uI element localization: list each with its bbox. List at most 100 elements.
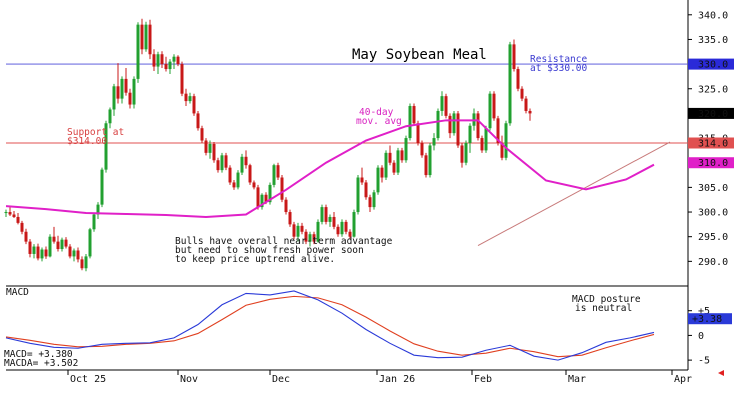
macd-annotation-line2: is neutral: [575, 303, 632, 314]
candle-up: [464, 143, 468, 163]
candle-up: [4, 212, 8, 214]
candle-up: [108, 109, 112, 124]
candle-down: [348, 231, 352, 237]
candle-down: [160, 54, 164, 65]
candle-up: [96, 204, 100, 215]
price-tick-label: 295.0: [698, 232, 728, 243]
candle-up: [104, 123, 108, 170]
annotation-line-2: but need to show fresh power soon: [175, 245, 364, 256]
candle-up: [220, 155, 224, 171]
candle-up: [504, 123, 508, 158]
candle-up: [316, 221, 320, 242]
candle-up: [92, 214, 96, 230]
candle-up: [308, 234, 312, 242]
candle-down: [524, 98, 528, 111]
candle-down: [492, 93, 496, 119]
candle-up: [428, 145, 432, 176]
candle-down: [164, 64, 168, 70]
candle-up: [120, 78, 124, 99]
macd-tick-label: 0: [698, 331, 704, 342]
macd-panel-label: MACD: [6, 287, 29, 298]
candle-down: [216, 160, 220, 171]
candle-down: [252, 182, 256, 188]
candle-down: [500, 143, 504, 158]
candle-down: [204, 140, 208, 153]
support-label-line1: Support at: [67, 127, 124, 138]
candle-down: [360, 177, 364, 183]
moving-average-value-box: [688, 157, 734, 169]
macd-value-label: +3.38: [692, 314, 722, 325]
time-axis: Oct 25 Nov Dec Jan 26 Feb Mar Apr: [67, 370, 692, 385]
time-tick-label: Nov: [180, 374, 198, 385]
scroll-right-arrow-icon[interactable]: [718, 370, 724, 376]
candle-down: [312, 234, 316, 242]
candle-down: [516, 69, 520, 89]
candle-up: [156, 54, 160, 67]
price-tick-label: 335.0: [698, 35, 728, 46]
candle-up: [168, 61, 172, 70]
candle-down: [80, 259, 84, 269]
candle-down: [176, 56, 180, 65]
candle-down: [20, 222, 24, 232]
candle-up: [40, 249, 44, 259]
candle-up: [260, 194, 264, 208]
candle-up: [440, 96, 444, 111]
candle-up: [488, 93, 492, 129]
candle-up: [144, 24, 148, 50]
candle-up: [136, 24, 140, 79]
candle-down: [324, 207, 328, 222]
support-value-label: 314.0: [698, 139, 728, 150]
moving-average-label-line1: 40-day: [359, 107, 394, 118]
candle-down: [212, 143, 216, 161]
last-price-label: 320.0: [698, 109, 728, 120]
candle-up: [296, 225, 300, 237]
macd-legend-line1: MACD= +3.380: [4, 349, 73, 360]
candle-down: [528, 110, 532, 114]
candle-up: [468, 125, 472, 143]
candle-down: [12, 214, 16, 217]
macd-axis: -5 0 +5: [688, 306, 710, 367]
candle-down: [180, 64, 184, 94]
candlestick-series: [4, 18, 532, 272]
candle-down: [496, 118, 500, 143]
candle-up: [208, 143, 212, 153]
candle-down: [244, 156, 248, 166]
time-tick-label: Apr: [674, 374, 692, 385]
candle-down: [64, 239, 68, 247]
candle-up: [72, 250, 76, 257]
candle-down: [56, 241, 60, 250]
candle-down: [28, 241, 32, 254]
candle-down: [256, 187, 260, 208]
candle-down: [116, 86, 120, 99]
time-tick-label: Oct 25: [70, 374, 106, 385]
uptrend-line: [477, 141, 671, 247]
candle-down: [248, 165, 252, 183]
candle-down: [280, 177, 284, 200]
annotation-line-1: Bulls have overall near-term advantage: [175, 236, 393, 247]
macd-line: [5, 290, 655, 361]
candle-down: [288, 212, 292, 225]
price-tick-label: 325.0: [698, 84, 728, 95]
candle-down: [412, 106, 416, 124]
resistance-label-line1: Resistance: [530, 54, 587, 65]
resistance-value-box: [688, 58, 734, 70]
candle-down: [344, 221, 348, 232]
moving-average-line: [5, 119, 655, 218]
candle-down: [300, 225, 304, 232]
candle-down: [76, 250, 80, 260]
resistance-value-label: 330.0: [698, 60, 728, 71]
candle-up: [484, 128, 488, 151]
candle-up: [508, 44, 512, 124]
candle-up: [404, 138, 408, 161]
candle-up: [376, 167, 380, 193]
candle-down: [264, 194, 268, 203]
candle-up: [84, 256, 88, 269]
candle-down: [480, 138, 484, 151]
candle-down: [416, 123, 420, 143]
candle-down: [44, 249, 48, 257]
candle-down: [124, 78, 128, 93]
candle-down: [196, 113, 200, 129]
annotation-line-3: to keep price uptrend alive.: [175, 254, 335, 265]
candle-up: [372, 192, 376, 208]
